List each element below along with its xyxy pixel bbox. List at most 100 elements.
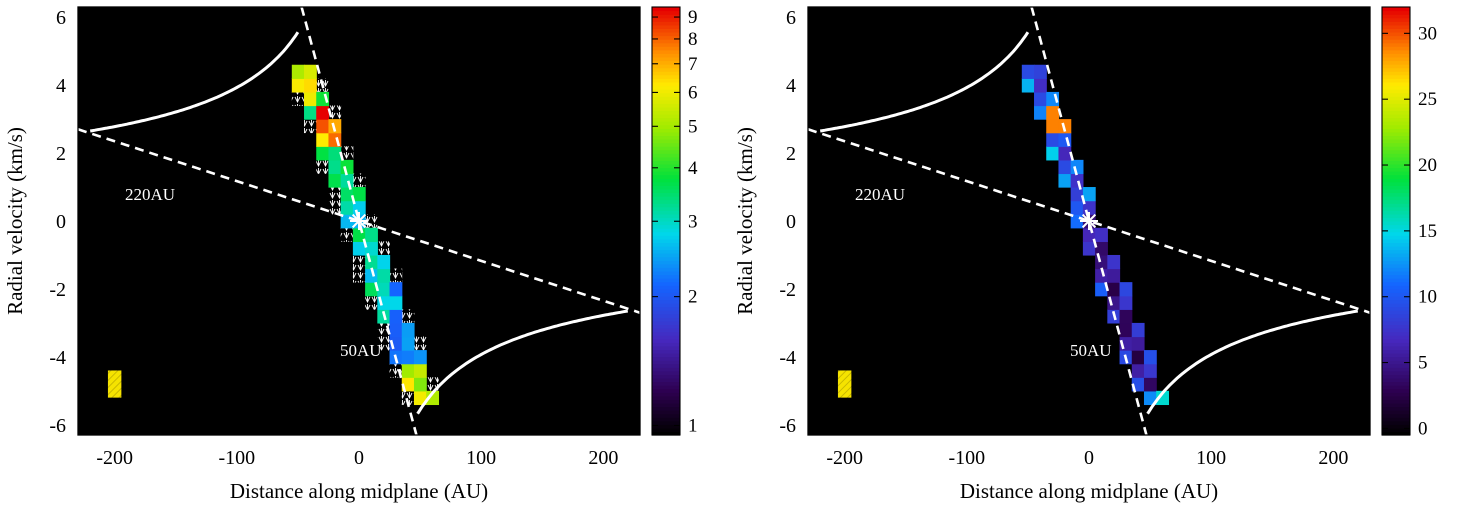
colorbar-segment <box>1382 224 1410 229</box>
overlay-curves <box>78 7 640 435</box>
map-pixel <box>1156 390 1170 406</box>
colorbar-segment <box>1382 260 1410 265</box>
y-tick-label: -4 <box>49 347 66 369</box>
upper-limit-cell <box>401 309 415 324</box>
upper-limit-cell <box>365 295 378 310</box>
colorbar-segment <box>652 370 680 375</box>
colorbar-segment <box>1382 331 1410 336</box>
colorbar-segment <box>1382 360 1410 365</box>
map-pixel <box>1107 254 1121 270</box>
colorbar-segment <box>652 10 680 15</box>
map-pixel <box>352 187 366 202</box>
colorbar-segment <box>652 274 680 279</box>
colorbar-tick-label: 7 <box>688 54 698 75</box>
map-pixel <box>1119 322 1133 338</box>
colorbar-segment <box>652 238 680 243</box>
colorbar-segment <box>1382 71 1410 76</box>
colorbar-segment <box>652 89 680 94</box>
map-pixel <box>1070 200 1084 215</box>
x-tick-label: 100 <box>1196 447 1226 469</box>
upper-limit-cell <box>352 173 366 188</box>
colorbar-segment <box>1382 28 1410 33</box>
upper-limit-cell <box>377 336 390 351</box>
map-pixel <box>377 254 391 270</box>
colorbar-segment <box>652 427 680 433</box>
colorbar-segment <box>652 128 680 133</box>
star-marker <box>1080 212 1098 230</box>
upper-limit-cell <box>389 268 403 283</box>
colorbar-tick-label: 1 <box>688 415 698 436</box>
map-pixel <box>426 390 440 406</box>
colorbar-segment <box>1382 406 1410 411</box>
colorbar-segment <box>1382 278 1410 283</box>
map-pixel <box>1021 64 1035 79</box>
map-pixel <box>377 282 391 297</box>
colorbar-tick-label: 30 <box>1418 23 1437 44</box>
colorbar-segment <box>1382 235 1410 240</box>
colorbar-segment <box>1382 395 1410 400</box>
colorbar-segment <box>652 288 680 293</box>
colorbar-segment <box>1382 424 1410 429</box>
map-pixel <box>1143 350 1157 365</box>
colorbar-segment <box>1382 74 1410 79</box>
colorbar-segment <box>652 56 680 62</box>
colorbar-segment <box>1382 103 1410 108</box>
colorbar-segment <box>652 328 680 333</box>
y-tick-label: 4 <box>786 75 796 97</box>
map-pixel <box>413 377 427 392</box>
y-tick-label: 2 <box>786 143 796 165</box>
axis-ticks <box>808 7 1370 435</box>
map-pixel <box>389 282 403 297</box>
map-pixel <box>1046 132 1060 147</box>
map-pixel <box>1143 390 1157 406</box>
colorbar-segment <box>1382 46 1410 51</box>
annotation-220au: 220AU <box>855 185 905 204</box>
colorbar-segment <box>652 39 680 44</box>
colorbar-segment <box>652 153 680 158</box>
colorbar-segment <box>1382 178 1410 183</box>
colorbar-segment <box>652 221 680 226</box>
colorbar-segment <box>652 171 680 176</box>
colorbar-segment <box>1382 128 1410 133</box>
colorbar-segment <box>1382 142 1410 147</box>
colorbar-segment <box>652 317 680 322</box>
y-axis-label: Radial velocity (km/s) <box>733 127 757 315</box>
y-tick-label: 6 <box>56 7 66 29</box>
x-tick-label: -200 <box>826 447 863 469</box>
colorbar-segment <box>1382 181 1410 186</box>
colorbar-segment <box>652 245 680 251</box>
map-pixel <box>340 173 354 188</box>
colorbar-segment <box>1382 217 1410 222</box>
colorbar-tick-label: 5 <box>1418 353 1428 374</box>
y-tick-label: -4 <box>779 347 796 369</box>
colorbar-segment <box>1382 324 1410 329</box>
colorbar-segment <box>1382 153 1410 158</box>
colorbar-tick-label: 0 <box>1418 418 1428 439</box>
upper-limit-cell <box>328 187 342 202</box>
colorbar-segment <box>652 181 680 186</box>
y-tick-label: 2 <box>56 143 66 165</box>
colorbar-segment <box>1382 299 1410 304</box>
colorbar-segment <box>1382 363 1410 368</box>
colorbar-segment <box>1382 238 1410 243</box>
map-pixel <box>365 254 378 270</box>
map-pixel <box>1046 105 1060 120</box>
colorbar-segment <box>1382 427 1410 433</box>
colorbar-segment <box>652 295 680 301</box>
x-tick-label: 0 <box>1084 447 1094 469</box>
colorbar-segment <box>652 24 680 29</box>
colorbar-segment <box>652 81 680 87</box>
colorbar-segment <box>1382 285 1410 290</box>
x-tick-label: -100 <box>218 447 255 469</box>
colorbar-segment <box>652 64 680 69</box>
colorbar-segment <box>652 31 680 37</box>
map-pixel <box>1095 268 1108 283</box>
colorbar-segment <box>652 292 680 297</box>
colorbar-segment <box>652 420 680 425</box>
colorbar-segment <box>1382 310 1410 315</box>
map-pixel <box>377 268 391 283</box>
colorbar-segment <box>1382 335 1410 340</box>
colorbar-segment <box>1382 92 1410 97</box>
